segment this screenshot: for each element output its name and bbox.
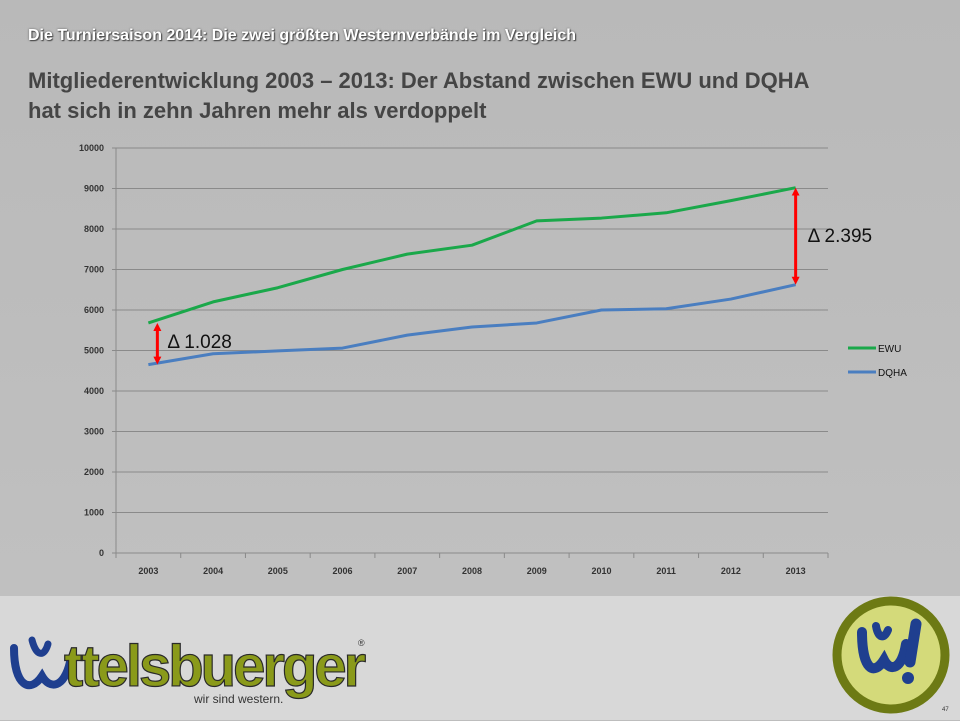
y-tick-label: 0 (99, 548, 104, 558)
legend-label: EWU (878, 344, 901, 355)
y-tick-label: 5000 (84, 346, 104, 356)
x-tick-label: 2006 (333, 566, 353, 576)
company-logo: ttelsbuerger (8, 626, 378, 716)
series-line-ewu (147, 186, 796, 325)
series-line-dqha (148, 283, 796, 367)
y-tick-label: 8000 (84, 224, 104, 234)
y-tick-label: 10000 (79, 143, 104, 153)
brand-badge (832, 596, 950, 714)
logo-w-icon (10, 636, 74, 690)
x-tick-label: 2011 (656, 566, 676, 576)
slide-header-title: Die Turniersaison 2014: Die zwei größten… (28, 27, 577, 44)
delta-label: Δ 2.395 (808, 226, 872, 247)
x-tick-label: 2005 (268, 566, 288, 576)
y-tick-label: 6000 (84, 305, 104, 315)
footer-background (0, 596, 960, 720)
x-tick-label: 2009 (527, 566, 547, 576)
x-tick-label: 2007 (397, 566, 417, 576)
y-tick-label: 3000 (84, 427, 104, 437)
legend-label: DQHA (878, 368, 907, 379)
logo-wordmark: ttelsbuerger (64, 634, 366, 699)
main-title-line-2: hat sich in zehn Jahren mehr als verdopp… (28, 98, 487, 123)
x-tick-label: 2012 (721, 566, 741, 576)
main-title-line-1: Mitgliederentwicklung 2003 – 2013: Der A… (28, 68, 810, 93)
x-tick-label: 2013 (786, 566, 806, 576)
y-tick-label: 4000 (84, 386, 104, 396)
delta-label: Δ 1.028 (167, 332, 231, 353)
line-chart: 0 1000 2000 3000 4000 5000 6000 7000 8000 9000 100… (79, 143, 907, 576)
x-tick-label: 2008 (462, 566, 482, 576)
y-tick-label: 2000 (84, 467, 104, 477)
chart-axes: 0 1000 2000 3000 4000 5000 6000 7000 8000 9000 100… (79, 143, 829, 576)
brand-badge-icon (832, 596, 950, 714)
y-tick-label: 1000 (84, 508, 104, 518)
chart-legend: EWU DQHA (848, 344, 907, 379)
x-tick-label: 2004 (203, 566, 223, 576)
registered-mark: ® (358, 638, 365, 648)
x-tick-label: 2010 (591, 566, 611, 576)
company-slogan: wir sind western. (194, 692, 284, 706)
y-tick-label: 9000 (84, 184, 104, 194)
page-number: 47 (942, 707, 949, 713)
slide-main-title: Mitgliederentwicklung 2003 – 2013: Der A… (28, 66, 928, 126)
company-logo-graphic: ttelsbuerger (10, 633, 369, 700)
slide-background (0, 0, 960, 596)
y-tick-label: 7000 (84, 265, 104, 275)
chart-annotations: Δ 1.028 Δ 2.395 (153, 187, 872, 365)
chart-series (147, 186, 796, 367)
x-tick-label: 2003 (138, 566, 158, 576)
